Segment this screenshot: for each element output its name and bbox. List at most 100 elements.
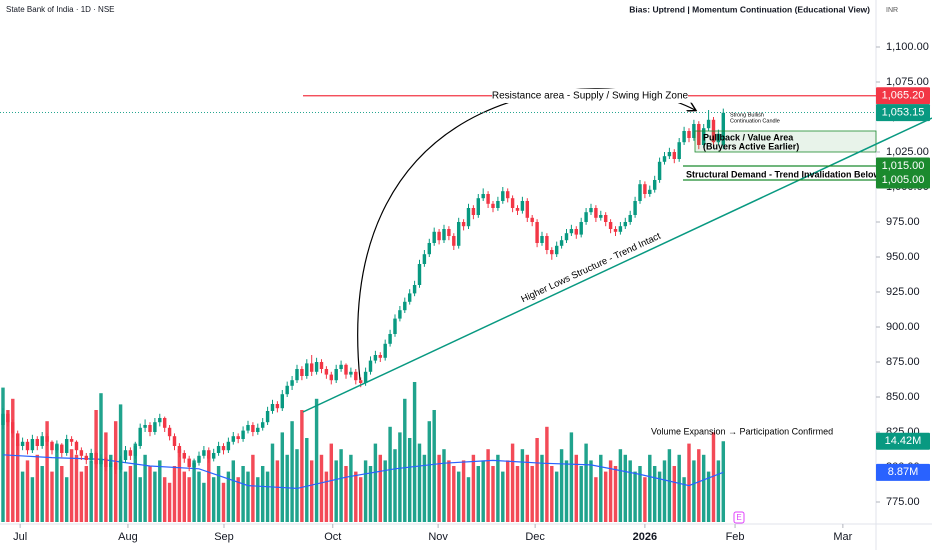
- candle-body: [599, 214, 603, 218]
- volume-bar: [314, 398, 319, 522]
- volume-bar: [339, 449, 343, 522]
- volume-bar: [697, 449, 701, 522]
- candle-body: [226, 441, 231, 451]
- trend-line: [302, 117, 932, 413]
- candle-body: [427, 242, 432, 255]
- candle-body: [182, 452, 187, 459]
- candle-body: [672, 151, 677, 159]
- volume-bar: [501, 471, 505, 522]
- candle-body: [530, 217, 534, 222]
- volume-bar: [476, 465, 481, 522]
- volume-bar: [45, 421, 49, 522]
- candle-body: [290, 380, 294, 386]
- price-badge-label: 1,015.00: [882, 160, 925, 172]
- y-tick-label: 950.00: [886, 251, 920, 263]
- volume-bar: [69, 449, 74, 522]
- candle-body: [505, 191, 510, 199]
- candle-body: [721, 112, 726, 145]
- volume-bar: [515, 465, 520, 522]
- x-tick-label: Feb: [726, 531, 745, 543]
- volume-bar: [246, 471, 250, 522]
- volume-bar: [172, 465, 177, 522]
- candle-body: [354, 371, 358, 381]
- volume-bar: [520, 449, 525, 522]
- candle-body: [329, 374, 334, 381]
- y-tick-label: 925.00: [886, 286, 920, 298]
- volume-bar: [677, 454, 681, 522]
- candle-body: [309, 363, 314, 372]
- candle-body: [461, 221, 466, 227]
- candle-body: [60, 444, 64, 453]
- candle-body: [275, 403, 280, 409]
- y-tick-label: 775.00: [886, 496, 920, 508]
- volume-bar: [216, 465, 221, 522]
- label-bg: [492, 89, 688, 103]
- volume-bar: [496, 454, 500, 522]
- volume-bar: [162, 477, 167, 522]
- earnings-marker[interactable]: [733, 511, 745, 524]
- volume-bar: [618, 449, 623, 522]
- y-tick-label: 975.00: [886, 216, 920, 228]
- pullback-label: (Buyers Active Earlier): [703, 141, 799, 151]
- volume-bar: [25, 460, 30, 522]
- candle-body: [471, 207, 476, 215]
- volume-bar: [559, 449, 564, 522]
- volume-bar: [682, 477, 686, 522]
- candle-note: Strong Bullish: [730, 112, 764, 118]
- volume-bar: [530, 465, 534, 522]
- volume-bar: [79, 471, 84, 522]
- candle-body: [265, 410, 270, 423]
- candle-body: [657, 161, 662, 180]
- candle-body: [11, 422, 15, 434]
- volume-bar: [334, 460, 338, 522]
- y-tick-label: 1,075.00: [886, 76, 929, 88]
- volume-bar: [545, 426, 549, 522]
- volume-bar: [535, 437, 539, 522]
- candle-body: [45, 436, 49, 442]
- pullback-label: Pullback / Value Area: [703, 132, 794, 142]
- volume-bar: [456, 471, 461, 522]
- volume-bar: [236, 477, 240, 522]
- candle-body: [501, 191, 505, 201]
- candle-body: [442, 228, 446, 241]
- candle-body: [383, 343, 387, 358]
- volume-bar: [652, 465, 657, 522]
- volume-badge: [876, 432, 930, 450]
- volume-bar: [344, 465, 348, 522]
- x-tick-label: Nov: [428, 531, 448, 543]
- candle-body: [373, 354, 378, 361]
- candle-body: [525, 200, 530, 218]
- volume-bar: [589, 460, 593, 522]
- volume-bar: [378, 454, 383, 522]
- volume-bar: [221, 482, 226, 522]
- candle-body: [648, 189, 652, 194]
- candle-body: [50, 441, 54, 451]
- volume-bar: [442, 449, 446, 522]
- volume-bar: [716, 460, 721, 522]
- candle-body: [638, 184, 642, 201]
- candle-body: [1, 413, 5, 425]
- volume-bar: [74, 454, 79, 522]
- candle-body: [221, 445, 226, 451]
- y-tick-label: 1,100.00: [886, 41, 929, 53]
- candle-body: [437, 231, 441, 241]
- volume-bar: [300, 409, 304, 522]
- x-tick-label: Mar: [833, 531, 852, 543]
- volume-bar: [672, 465, 677, 522]
- volume-bar: [280, 432, 285, 522]
- candle-body: [94, 452, 98, 465]
- candle-body: [515, 207, 520, 211]
- candle-body: [692, 123, 696, 138]
- price-badge-label: 1,005.00: [882, 174, 925, 186]
- candle-body: [559, 240, 564, 246]
- candle-body: [652, 179, 657, 190]
- candle-body: [143, 424, 147, 428]
- candle-body: [545, 235, 549, 250]
- volume-bar: [481, 460, 485, 522]
- axes: 775.00800.00825.00850.00875.00900.00925.…: [13, 41, 930, 543]
- candle-body: [99, 458, 103, 465]
- volume-bar: [574, 454, 579, 522]
- price-badge-label: 1,065.20: [882, 90, 925, 102]
